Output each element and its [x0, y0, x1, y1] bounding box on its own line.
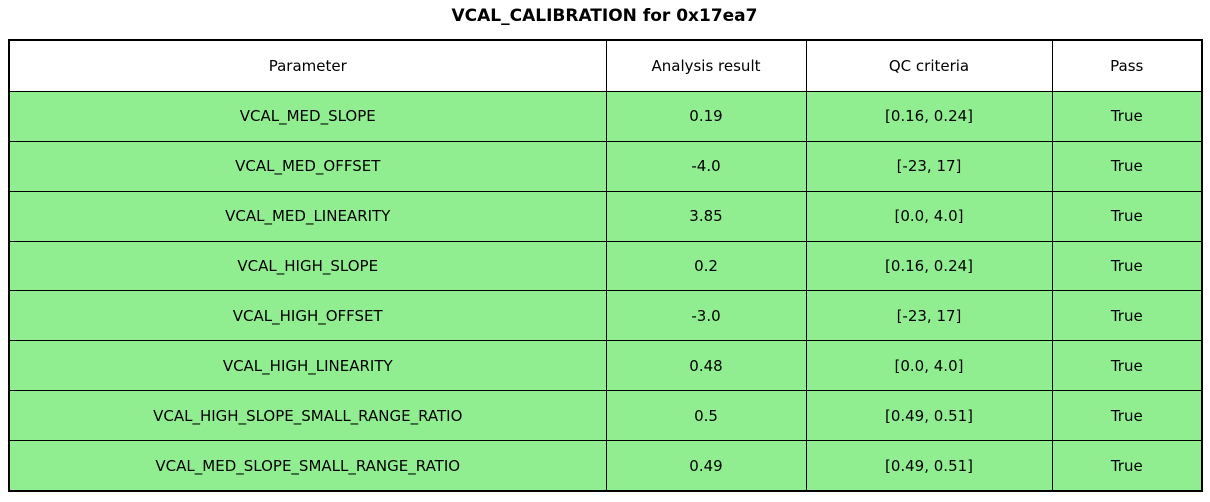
- cell-analysis-result: 0.48: [605, 340, 807, 392]
- table-row: VCAL_HIGH_LINEARITY 0.48 [0.0, 4.0] True: [8, 340, 1203, 392]
- header-row: Parameter Analysis result QC criteria Pass: [8, 39, 1203, 92]
- cell-parameter: VCAL_HIGH_LINEARITY: [8, 340, 607, 392]
- column-header-qc-criteria: QC criteria: [805, 39, 1053, 92]
- cell-analysis-result: -4.0: [605, 140, 807, 192]
- column-header-pass: Pass: [1051, 39, 1203, 92]
- cell-analysis-result: 0.2: [605, 240, 807, 292]
- table-row: VCAL_MED_SLOPE_SMALL_RANGE_RATIO 0.49 [0.4…: [8, 440, 1203, 492]
- cell-qc-criteria: [-23, 17]: [805, 290, 1053, 342]
- cell-analysis-result: 0.49: [605, 440, 807, 492]
- table-body: VCAL_MED_SLOPE 0.19 [0.16, 0.24] True VCAL_M…: [8, 91, 1203, 492]
- cell-pass: True: [1051, 340, 1203, 392]
- table-row: VCAL_HIGH_SLOPE 0.2 [0.16, 0.24] True: [8, 240, 1203, 292]
- cell-pass: True: [1051, 91, 1203, 142]
- cell-analysis-result: 3.85: [605, 190, 807, 242]
- cell-analysis-result: 0.19: [605, 91, 807, 142]
- cell-pass: True: [1051, 190, 1203, 242]
- cell-qc-criteria: [0.16, 0.24]: [805, 240, 1053, 292]
- table-row: VCAL_HIGH_SLOPE_SMALL_RANGE_RATIO 0.5 [0.4…: [8, 390, 1203, 442]
- cell-parameter: VCAL_MED_SLOPE: [8, 91, 607, 142]
- cell-qc-criteria: [0.49, 0.51]: [805, 440, 1053, 492]
- column-header-parameter: Parameter: [8, 39, 607, 92]
- cell-parameter: VCAL_HIGH_OFFSET: [8, 290, 607, 342]
- cell-pass: True: [1051, 290, 1203, 342]
- cell-qc-criteria: [0.49, 0.51]: [805, 390, 1053, 442]
- cell-analysis-result: 0.5: [605, 390, 807, 442]
- cell-qc-criteria: [0.16, 0.24]: [805, 91, 1053, 142]
- table-row: VCAL_HIGH_OFFSET -3.0 [-23, 17] True: [8, 290, 1203, 342]
- cell-pass: True: [1051, 440, 1203, 492]
- cell-pass: True: [1051, 390, 1203, 442]
- qc-results-table: Parameter Analysis result QC criteria Pass …: [8, 39, 1203, 492]
- column-header-analysis-result: Analysis result: [605, 39, 807, 92]
- cell-parameter: VCAL_MED_OFFSET: [8, 140, 607, 192]
- cell-parameter: VCAL_MED_LINEARITY: [8, 190, 607, 242]
- cell-qc-criteria: [0.0, 4.0]: [805, 190, 1053, 242]
- cell-qc-criteria: [-23, 17]: [805, 140, 1053, 192]
- cell-pass: True: [1051, 140, 1203, 192]
- cell-pass: True: [1051, 240, 1203, 292]
- cell-parameter: VCAL_MED_SLOPE_SMALL_RANGE_RATIO: [8, 440, 607, 492]
- cell-parameter: VCAL_HIGH_SLOPE: [8, 240, 607, 292]
- table-row: VCAL_MED_LINEARITY 3.85 [0.0, 4.0] True: [8, 190, 1203, 242]
- cell-qc-criteria: [0.0, 4.0]: [805, 340, 1053, 392]
- cell-analysis-result: -3.0: [605, 290, 807, 342]
- table-header: Parameter Analysis result QC criteria Pass: [8, 39, 1203, 92]
- table-row: VCAL_MED_OFFSET -4.0 [-23, 17] True: [8, 140, 1203, 192]
- table-row: VCAL_MED_SLOPE 0.19 [0.16, 0.24] True: [8, 91, 1203, 142]
- cell-parameter: VCAL_HIGH_SLOPE_SMALL_RANGE_RATIO: [8, 390, 607, 442]
- page-title: VCAL_CALIBRATION for 0x17ea7: [451, 6, 758, 26]
